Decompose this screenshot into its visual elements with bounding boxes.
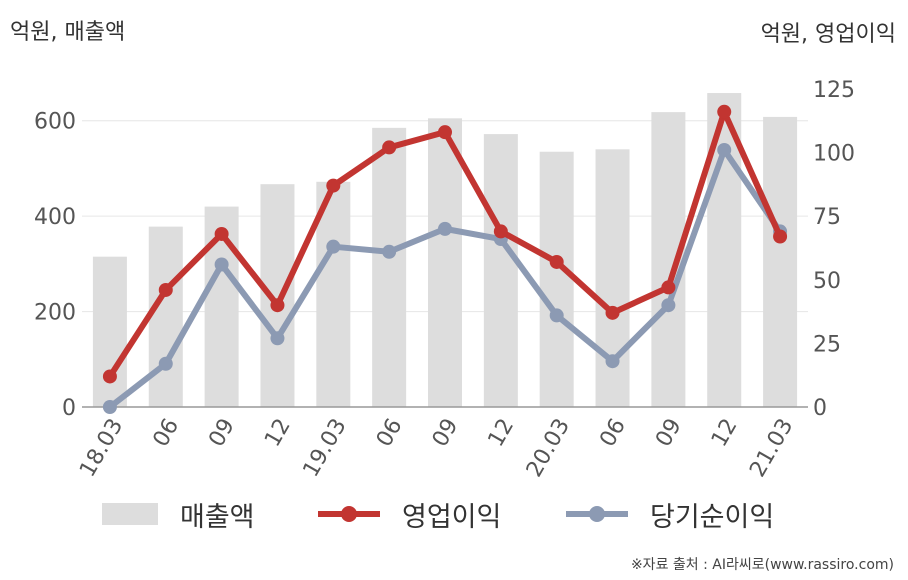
right-axis-tick-label: 75: [813, 205, 841, 230]
left-axis-tick-label: 600: [34, 110, 76, 135]
x-axis-tick-label: 09: [204, 415, 240, 452]
point-net-income: [549, 308, 564, 323]
point-operating-profit: [214, 226, 229, 241]
point-operating-profit: [605, 305, 620, 320]
bar-revenue: [428, 118, 462, 407]
point-operating-profit: [382, 140, 397, 155]
legend-swatch-line: [318, 506, 380, 522]
x-axis-tick-label: 21.03: [745, 415, 798, 482]
right-axis-tick-label: 125: [813, 78, 855, 103]
x-axis: 18.03 06 09 12 19.03 06 09 12 20.03 06 09 12 21.03: [75, 415, 798, 482]
point-net-income: [438, 221, 452, 236]
x-axis-tick-label: 06: [595, 415, 631, 452]
x-axis-tick-label: 12: [484, 415, 520, 452]
x-axis-tick-label: 19.03: [299, 415, 352, 482]
point-net-income: [605, 354, 620, 369]
point-net-income: [717, 142, 732, 157]
legend-label-net-income: 당기순이익: [650, 501, 775, 533]
legend-swatch-line: [566, 506, 628, 522]
legend-label-revenue: 매출액: [180, 501, 255, 533]
legend: 매출액 영업이익 당기순이익: [0, 492, 908, 536]
left-axis-tick-label: 200: [34, 301, 76, 326]
bar-revenue: [539, 151, 574, 407]
point-operating-profit: [773, 229, 788, 244]
bar-revenue: [148, 226, 183, 407]
point-operating-profit: [493, 224, 508, 239]
legend-swatch-bar: [102, 503, 158, 525]
bar-revenue: [372, 127, 407, 407]
right-axis-tick-label: 0: [813, 396, 827, 421]
point-operating-profit: [549, 254, 564, 269]
left-axis-tick-label: 0: [62, 396, 76, 421]
x-axis-tick-label: 12: [707, 415, 743, 452]
bar-revenue: [260, 184, 295, 407]
bar-revenue: [595, 149, 630, 408]
point-operating-profit: [717, 104, 732, 119]
point-net-income: [270, 331, 285, 346]
legend-swatch-marker: [341, 506, 357, 522]
point-operating-profit: [438, 125, 452, 140]
point-net-income: [382, 244, 397, 259]
line-series: [102, 104, 788, 414]
point-net-income: [661, 298, 676, 313]
bar-revenue: [483, 134, 518, 407]
point-operating-profit: [661, 280, 676, 295]
point-net-income: [158, 356, 173, 371]
bar-series-revenue: [92, 93, 798, 408]
source-credit: ※자료 출처 : AI라씨로(www.rassiro.com): [630, 557, 894, 573]
right-axis-tick-label: 25: [813, 332, 841, 357]
legend-swatch-marker: [589, 506, 605, 522]
legend-item-operating-profit: 영업이익: [318, 492, 501, 536]
bar-revenue: [316, 181, 351, 407]
point-net-income: [102, 400, 117, 414]
right-axis-tick-label: 100: [813, 142, 855, 167]
x-axis-tick-label: 06: [149, 415, 185, 452]
legend-item-net-income: 당기순이익: [566, 492, 774, 536]
point-operating-profit: [270, 298, 285, 313]
x-axis-tick-label: 09: [651, 415, 687, 452]
x-axis-tick-label: 06: [372, 415, 408, 452]
left-axis-unit-label: 억원, 매출액: [10, 20, 126, 45]
point-operating-profit: [102, 369, 117, 384]
bar-revenue: [92, 256, 127, 407]
right-axis: 0 25 50 75 100 125: [813, 78, 855, 421]
legend-label-operating-profit: 영업이익: [402, 501, 502, 533]
left-axis: 0 200 400 600: [34, 110, 76, 421]
x-axis-tick-label: 12: [260, 415, 296, 452]
x-axis-tick-label: 09: [428, 415, 464, 452]
right-axis-tick-label: 50: [813, 269, 841, 294]
left-axis-tick-label: 400: [34, 205, 76, 230]
legend-swatch-rect: [102, 503, 158, 525]
right-axis-unit-label: 억원, 영업이익: [760, 22, 896, 47]
point-operating-profit: [158, 282, 173, 297]
x-axis-tick-label: 20.03: [522, 415, 575, 482]
point-net-income: [214, 257, 229, 272]
point-operating-profit: [326, 178, 341, 193]
legend-item-revenue: 매출액: [102, 492, 255, 536]
x-axis-tick-label: 18.03: [75, 415, 128, 482]
bar-revenue: [763, 116, 798, 407]
point-net-income: [326, 239, 341, 254]
